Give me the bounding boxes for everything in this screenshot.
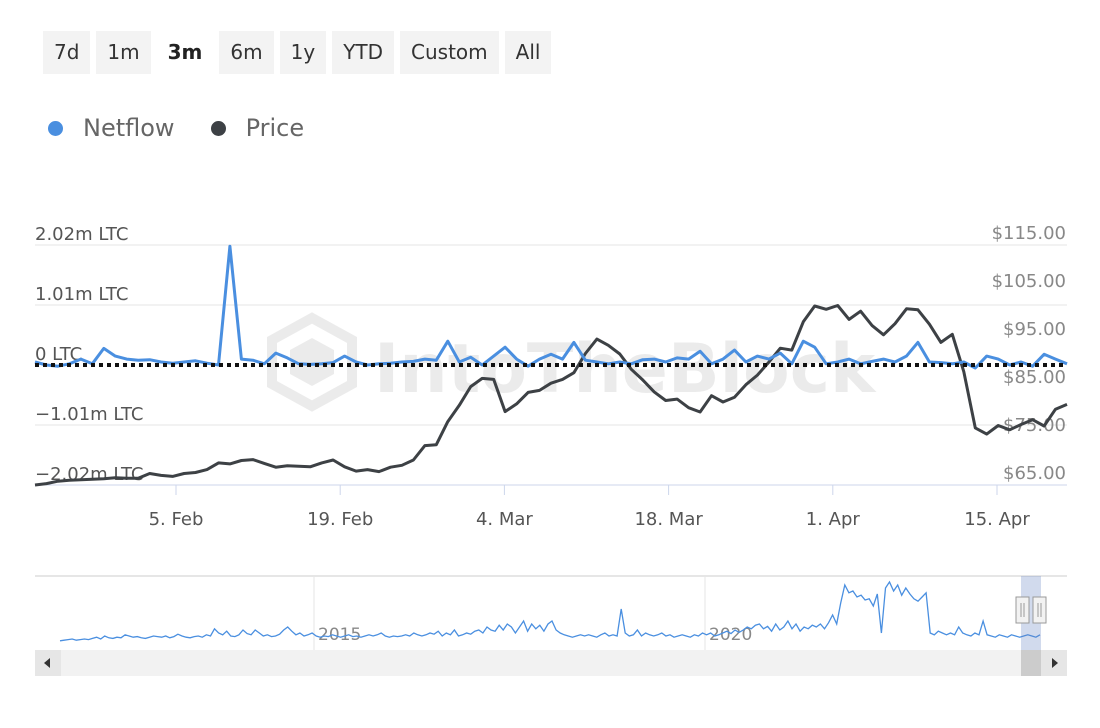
navigator-year-label: 2020 xyxy=(709,625,752,645)
x-axis-label: 1. Apr xyxy=(806,509,861,530)
legend-item-price[interactable]: Price xyxy=(210,114,305,142)
x-axis-label: 4. Mar xyxy=(476,509,533,530)
navigator-year-label: 2015 xyxy=(318,625,361,645)
right-axis-labels: $115.00 $105.00 $95.00 $85.00 $75.00 $65.00 xyxy=(992,223,1066,484)
x-axis-label: 19. Feb xyxy=(307,509,373,530)
navigator[interactable]: 2015 2020 xyxy=(35,575,1067,676)
grid-lines xyxy=(35,244,1067,486)
range-button-1y[interactable]: 1y xyxy=(279,31,327,74)
legend-label: Netflow xyxy=(83,114,175,142)
right-axis-label: $75.00 xyxy=(1003,415,1066,436)
watermark: IntoTheBlock xyxy=(267,312,877,412)
left-axis-label: −1.01m LTC xyxy=(35,404,143,425)
range-button-3m[interactable]: 3m xyxy=(156,31,214,74)
navigator-handle-icon[interactable] xyxy=(1032,596,1047,624)
navigator-selection[interactable] xyxy=(1021,576,1041,650)
legend-item-netflow[interactable]: Netflow xyxy=(48,114,175,142)
scroll-right-button[interactable] xyxy=(1041,650,1067,676)
range-button-1m[interactable]: 1m xyxy=(96,31,151,74)
legend-dot-icon xyxy=(210,120,226,136)
x-axis-label: 18. Mar xyxy=(634,509,703,530)
left-axis-label: 0 LTC xyxy=(35,344,82,365)
legend-label: Price xyxy=(245,114,305,142)
range-button-all[interactable]: All xyxy=(504,31,552,74)
right-axis-label: $105.00 xyxy=(992,271,1066,292)
navigator-handle-icon[interactable] xyxy=(1015,596,1030,624)
navigator-series-line xyxy=(59,580,1041,642)
scroll-left-button[interactable] xyxy=(35,650,61,676)
range-selector: 7d 1m 3m 6m 1y YTD Custom All xyxy=(43,31,557,74)
left-axis-label: 1.01m LTC xyxy=(35,284,128,305)
x-axis-label: 15. Apr xyxy=(964,509,1030,530)
series-lines xyxy=(34,244,1068,487)
right-axis-label: $65.00 xyxy=(1003,463,1066,484)
arrow-right-icon xyxy=(1052,658,1058,668)
scrollbar-track[interactable] xyxy=(35,650,1067,676)
scrollbar-thumb[interactable] xyxy=(1021,650,1041,676)
left-axis-label: 2.02m LTC xyxy=(35,224,128,245)
range-button-ytd[interactable]: YTD xyxy=(332,31,395,74)
range-button-6m[interactable]: 6m xyxy=(219,31,274,74)
legend-dot-icon xyxy=(48,120,63,136)
x-axis: 5. Feb 19. Feb 4. Mar 18. Mar 1. Apr 15. Apr xyxy=(149,485,1030,530)
right-axis-label: $115.00 xyxy=(992,223,1066,244)
right-axis-label: $85.00 xyxy=(1003,367,1066,388)
arrow-left-icon xyxy=(44,658,50,668)
right-axis-label: $95.00 xyxy=(1003,319,1066,340)
price-line xyxy=(34,304,1068,487)
x-axis-label: 5. Feb xyxy=(149,509,204,530)
range-button-7d[interactable]: 7d xyxy=(43,31,91,74)
watermark-logo-icon xyxy=(267,312,357,412)
range-button-custom[interactable]: Custom xyxy=(400,31,499,74)
chart-legend: Netflow Price xyxy=(48,114,340,142)
